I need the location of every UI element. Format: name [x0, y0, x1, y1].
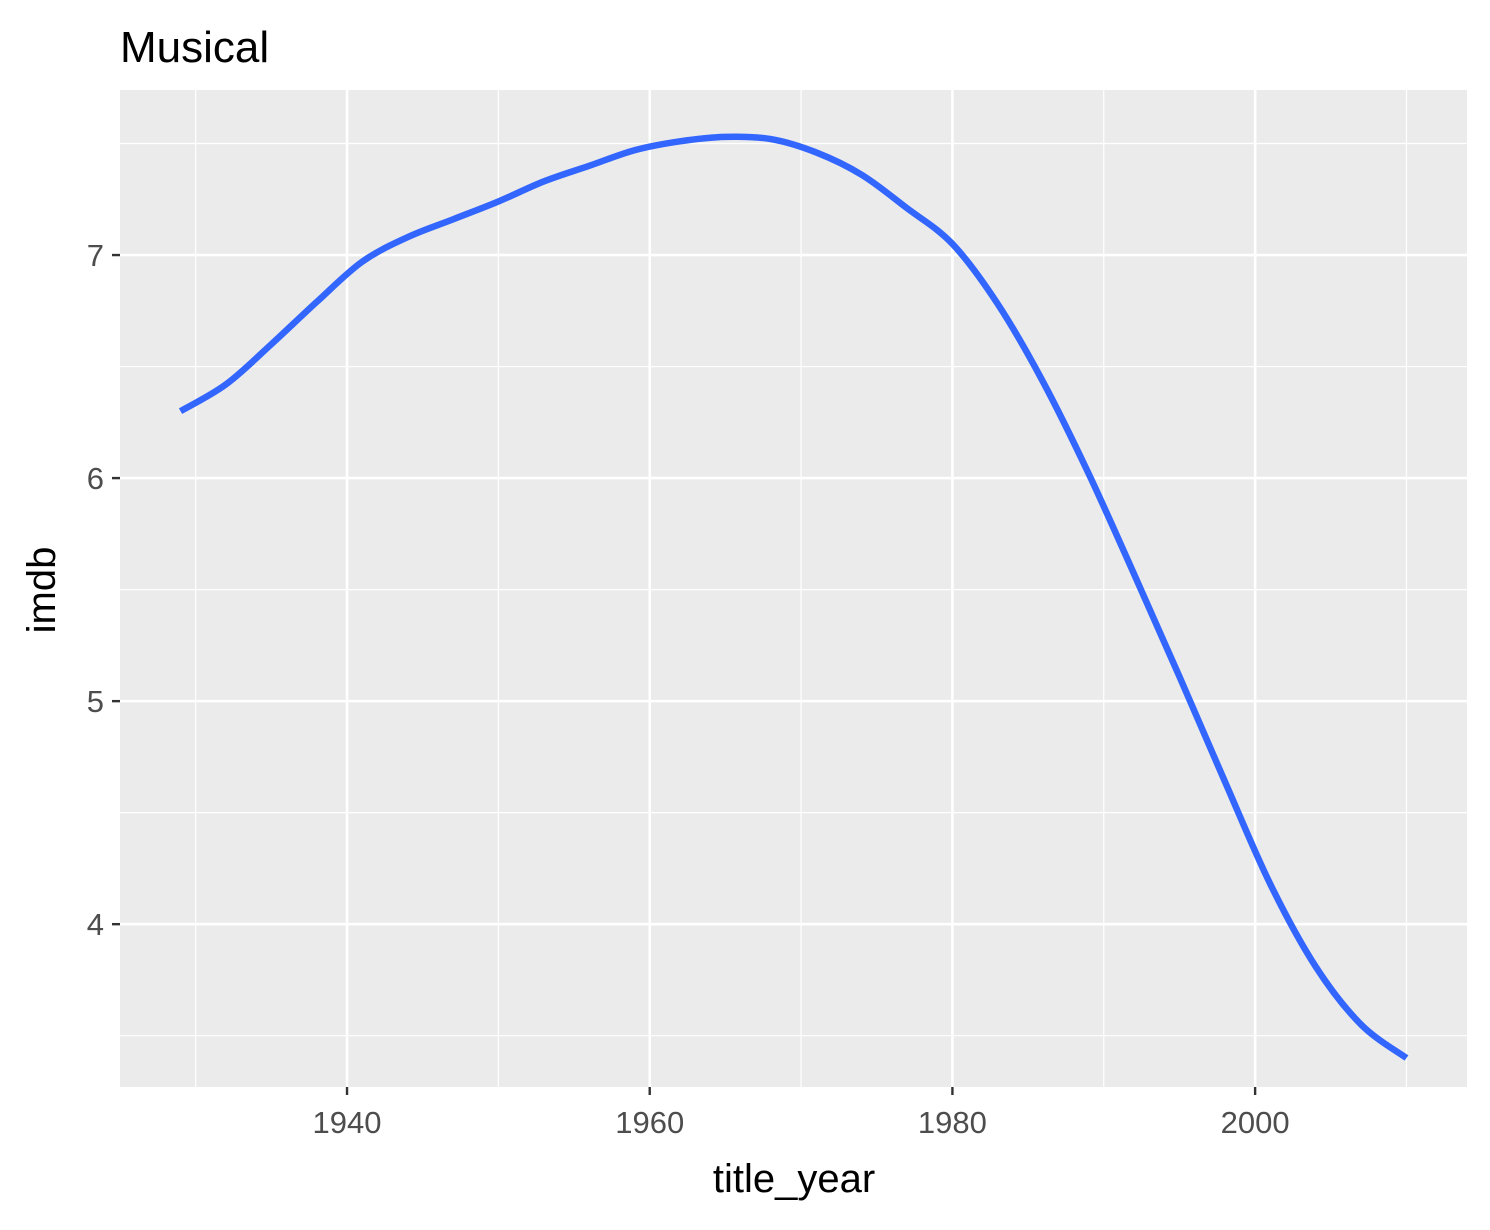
x-axis-title: title_year [713, 1157, 875, 1201]
y-tick-label: 5 [87, 684, 104, 719]
y-tick-label: 6 [87, 461, 104, 496]
plot-area: 1940 1960 1980 2000 4 5 6 7 [87, 90, 1467, 1140]
chart-title: Musical [120, 23, 269, 72]
x-tick-label: 1980 [918, 1105, 987, 1140]
x-tick-label: 2000 [1221, 1105, 1290, 1140]
y-axis-title: imdb [20, 547, 64, 634]
y-tick-label: 4 [87, 907, 104, 942]
x-tick-label: 1960 [615, 1105, 684, 1140]
x-tick-label: 1940 [313, 1105, 382, 1140]
plot-panel [120, 90, 1467, 1087]
y-tick-label: 7 [87, 238, 104, 273]
smooth-line-series [178, 133, 1409, 1061]
